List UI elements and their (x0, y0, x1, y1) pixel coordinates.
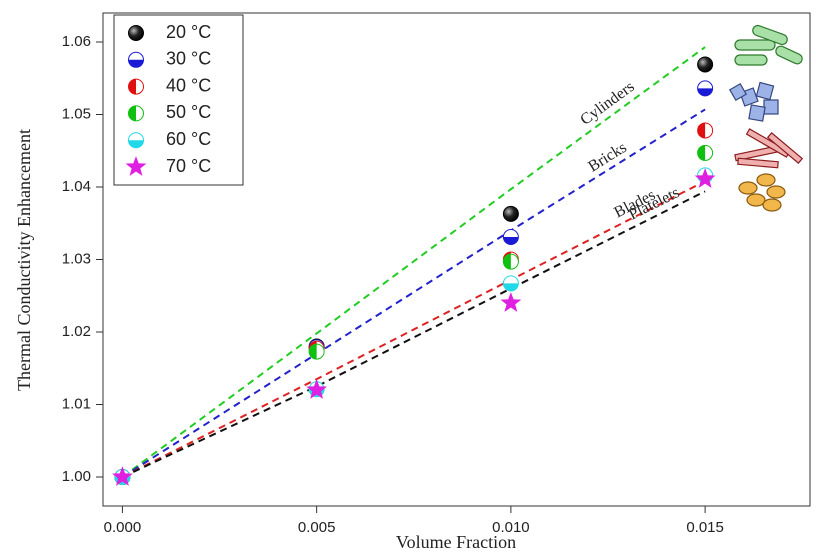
platelets-icon (738, 173, 786, 212)
fit-line (122, 190, 706, 478)
y-tick-label: 1.01 (62, 395, 91, 412)
marker-half (128, 105, 136, 121)
marker-half (503, 237, 519, 245)
data-point (697, 56, 714, 73)
data-point (502, 229, 519, 246)
legend-entry: 60 °C (128, 129, 211, 149)
cylinders-icon (734, 24, 803, 66)
fit-line (121, 46, 706, 478)
marker-body (697, 56, 714, 73)
marker-body (694, 168, 716, 188)
y-tick-label: 1.00 (62, 468, 91, 485)
y-tick-label: 1.02 (62, 323, 91, 340)
marker-half (128, 79, 136, 95)
legend-label: 50 °C (166, 102, 211, 122)
data-point (308, 343, 325, 360)
marker-half (503, 254, 511, 270)
legend-label: 20 °C (166, 22, 211, 42)
x-tick-label: 0.010 (492, 519, 530, 536)
data-point (697, 122, 714, 139)
marker-body (502, 205, 519, 222)
data-point (502, 253, 519, 270)
data-point (694, 168, 716, 188)
marker-body (306, 379, 328, 399)
legend-label: 40 °C (166, 75, 211, 95)
data-point (502, 275, 519, 292)
legend-entry: 40 °C (128, 75, 211, 95)
fit-line (121, 180, 706, 478)
y-tick-label: 1.05 (62, 105, 91, 122)
marker-body (500, 292, 522, 312)
legend-label: 60 °C (166, 129, 211, 149)
marker-body (128, 25, 144, 41)
legend-label: 30 °C (166, 49, 211, 69)
blades-icon (734, 128, 804, 169)
marker-half (697, 145, 706, 161)
bricks-icon (728, 81, 779, 122)
data-point (112, 466, 133, 486)
data-point (697, 80, 714, 97)
marker-half (128, 59, 144, 68)
marker-half (309, 344, 317, 360)
x-tick-label: 0.015 (686, 519, 724, 536)
marker-half (503, 283, 519, 291)
legend-entry: 50 °C (128, 102, 211, 122)
x-axis-title: Volume Fraction (396, 532, 516, 552)
data-point (306, 379, 328, 399)
x-tick-label: 0.000 (104, 519, 142, 536)
x-tick-label: 0.005 (298, 519, 336, 536)
shape-icons (728, 24, 804, 212)
data-point (500, 292, 522, 312)
y-tick-label: 1.04 (62, 178, 91, 195)
fit-label: Bricks (585, 139, 629, 176)
marker-body (112, 466, 133, 486)
legend-entry: 20 °C (128, 22, 211, 42)
legend-entry: 70 °C (125, 156, 211, 176)
legend-box (113, 14, 244, 186)
y-tick-label: 1.03 (62, 250, 91, 267)
y-axis-title: Thermal Conductivity Enhancement (14, 129, 34, 391)
marker-half (128, 140, 144, 148)
y-tick-label: 1.06 (62, 33, 91, 50)
marker-body (125, 156, 147, 176)
data-point (697, 144, 714, 161)
marker-half (697, 88, 713, 96)
data-point (502, 205, 519, 222)
legend-label: 70 °C (166, 156, 211, 176)
legend-entry: 30 °C (128, 49, 211, 69)
marker-half (697, 122, 706, 138)
